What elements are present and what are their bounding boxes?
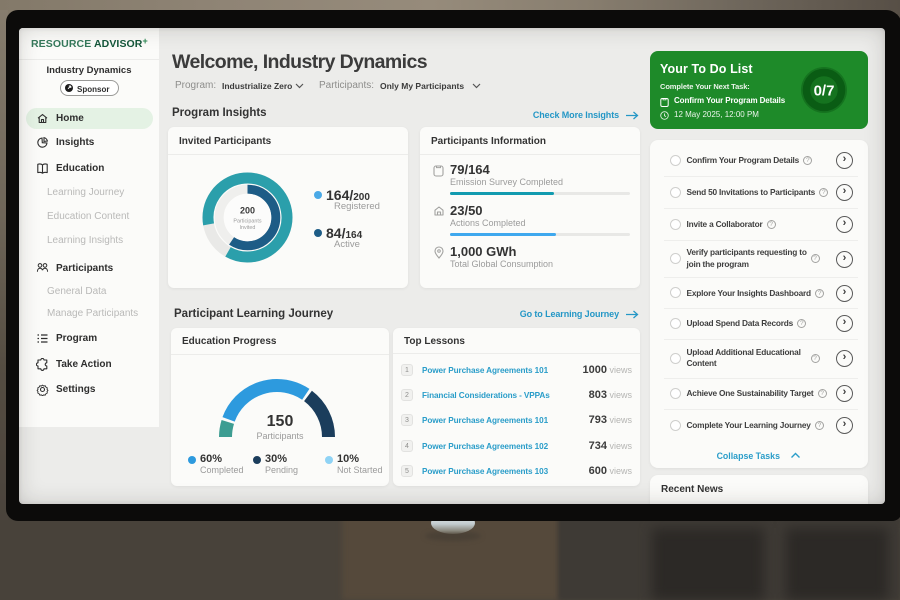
svg-text:200: 200 (240, 206, 255, 216)
svg-text:0/7: 0/7 (814, 83, 835, 100)
svg-text:Participants: Participants (233, 219, 261, 225)
svg-text:Invited: Invited (240, 225, 256, 231)
